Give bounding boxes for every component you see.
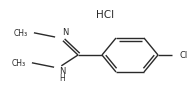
Text: N: N bbox=[62, 28, 68, 37]
Text: N: N bbox=[59, 67, 65, 76]
Text: CH₃: CH₃ bbox=[12, 59, 26, 68]
Text: CH₃: CH₃ bbox=[14, 28, 28, 38]
Text: H: H bbox=[59, 74, 65, 83]
Text: Cl: Cl bbox=[180, 51, 188, 61]
Text: HCl: HCl bbox=[96, 10, 114, 20]
